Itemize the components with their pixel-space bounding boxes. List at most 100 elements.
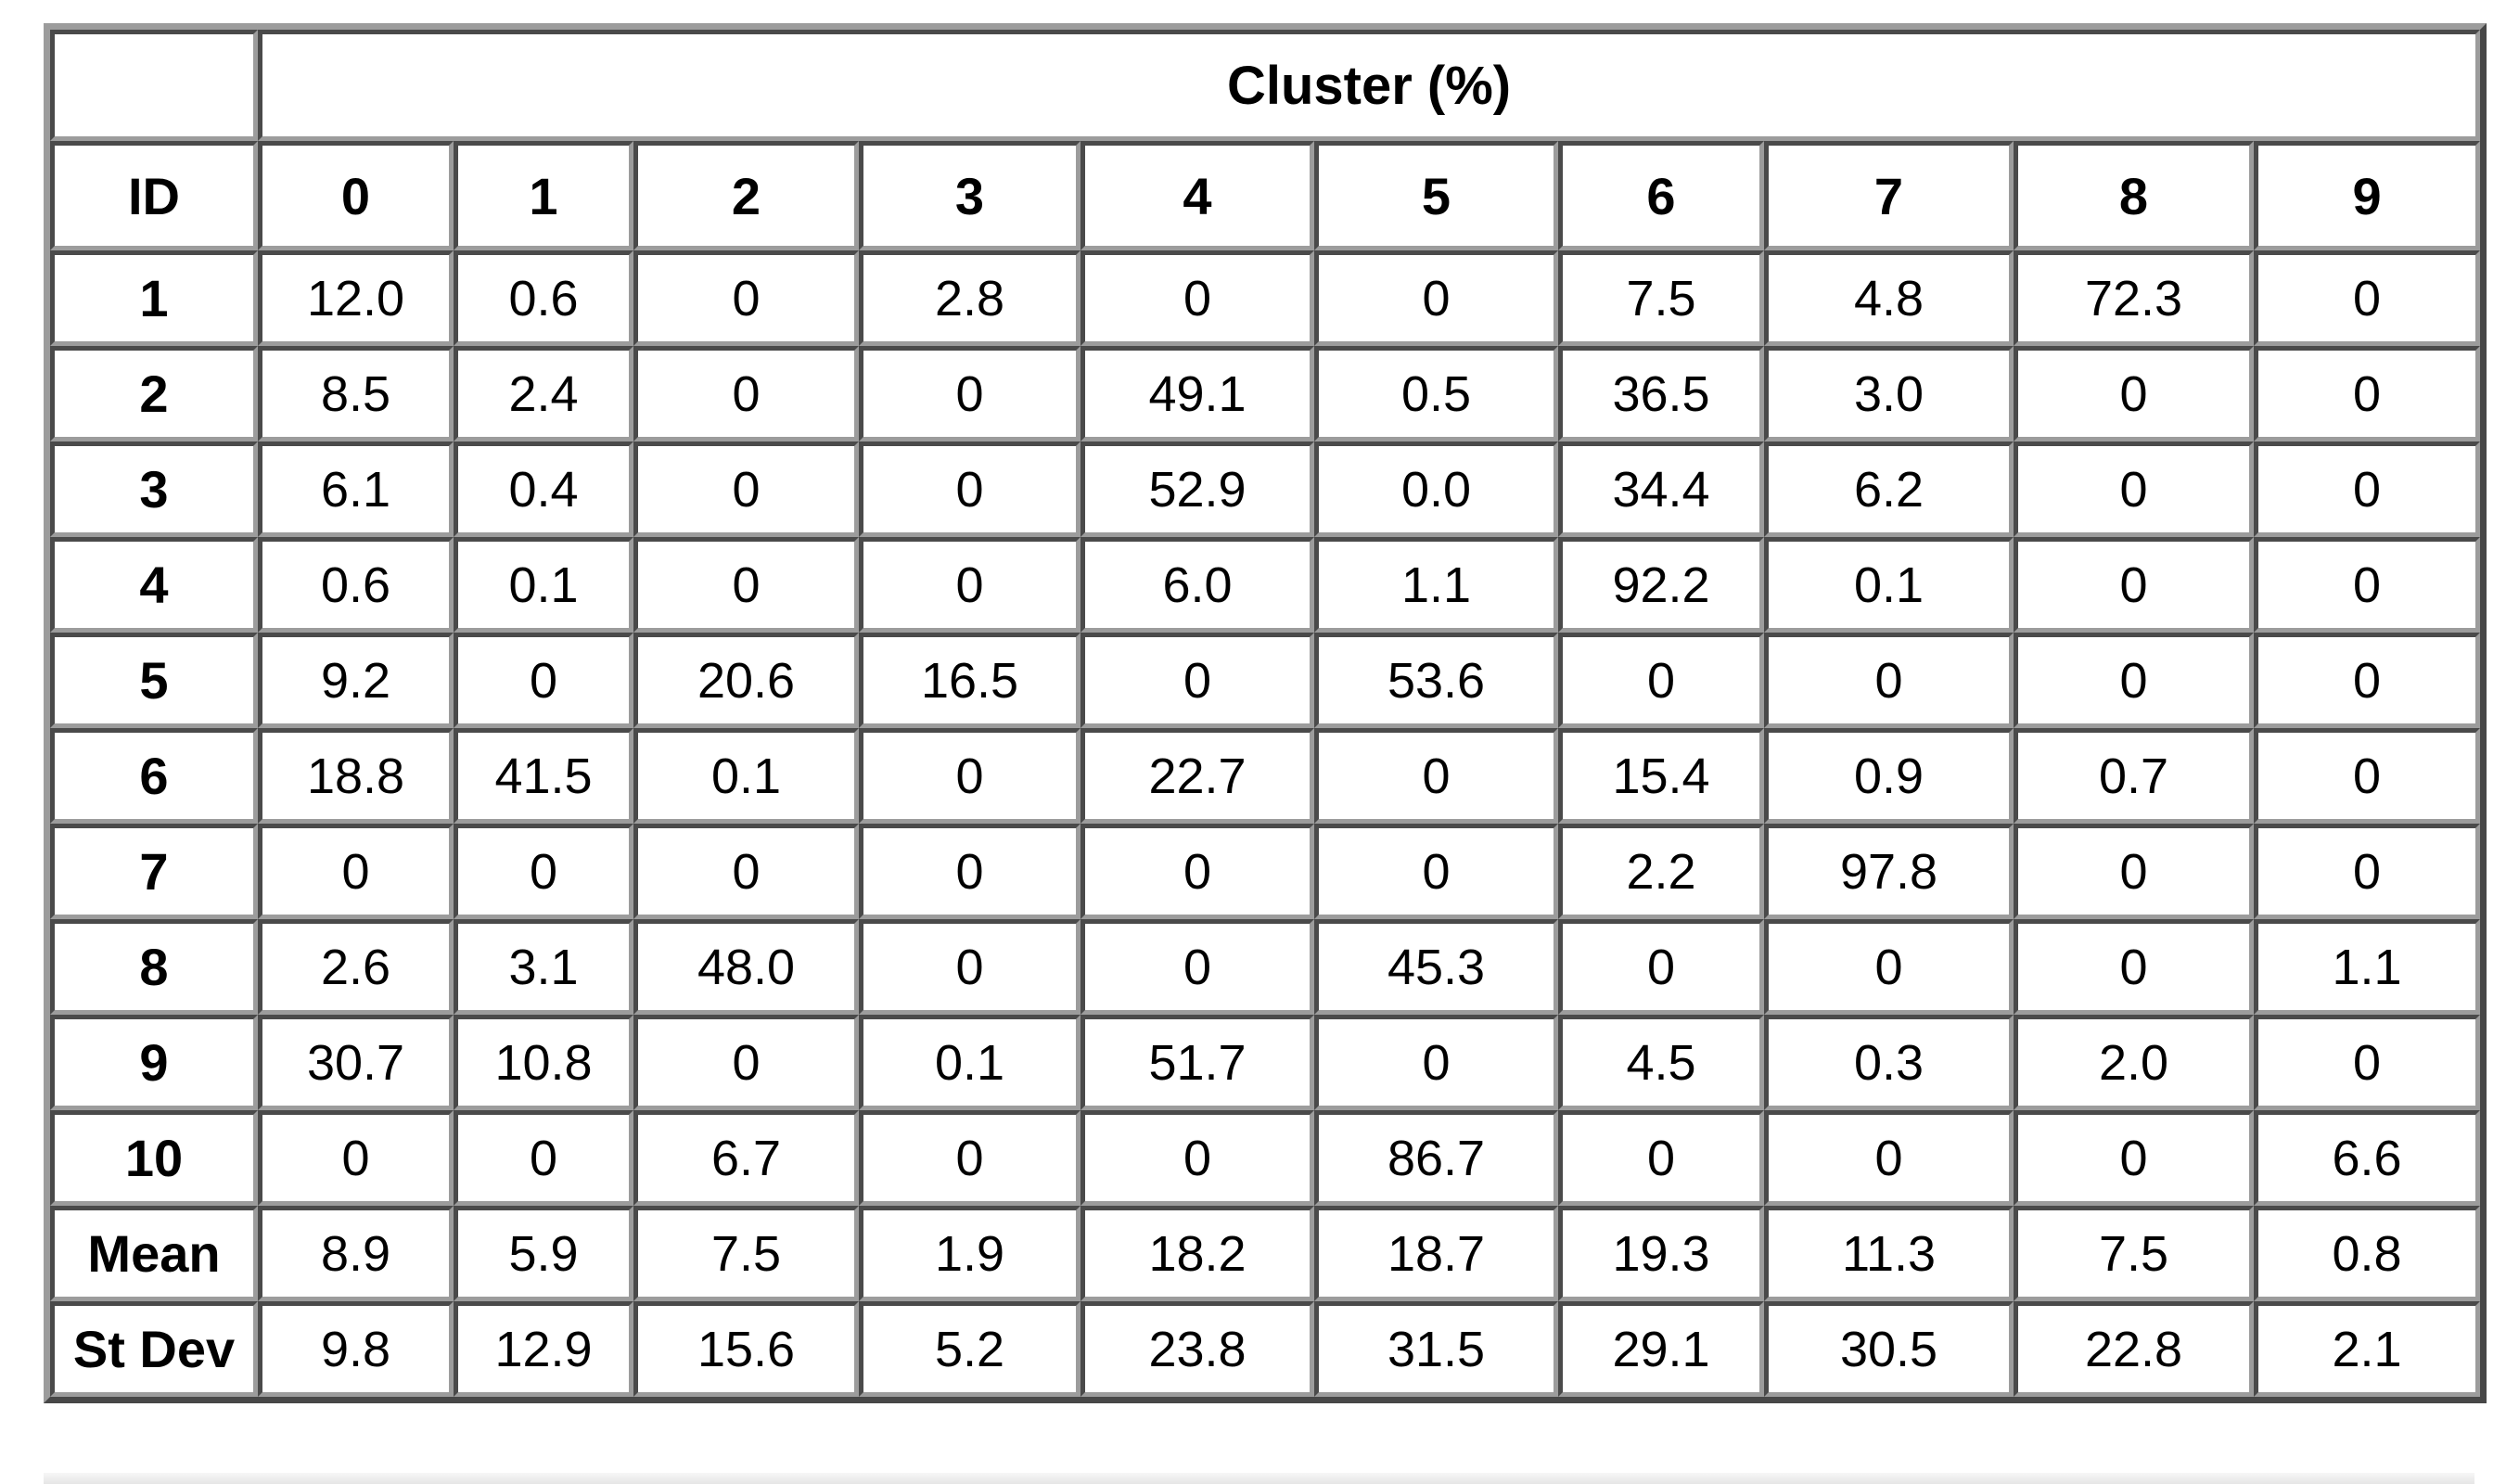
partial-next-element-edge (44, 1473, 2474, 1484)
data-cell: 2.0 (2014, 1015, 2254, 1110)
table-title: Cluster (%) (258, 30, 2481, 141)
cluster-column-header: 4 (1080, 141, 1314, 250)
data-cell: 0.1 (859, 1015, 1080, 1110)
data-cell: 22.8 (2014, 1301, 2254, 1397)
data-cell: 48.0 (633, 919, 859, 1015)
data-cell: 7.5 (2014, 1206, 2254, 1301)
data-cell: 0.1 (454, 537, 633, 633)
data-cell: 0 (2014, 346, 2254, 441)
data-cell: 18.7 (1314, 1206, 1558, 1301)
data-cell: 0 (258, 824, 454, 919)
data-cell: 0.6 (258, 537, 454, 633)
data-cell: 16.5 (859, 633, 1080, 728)
data-cell: 0 (1558, 919, 1764, 1015)
data-cell: 0 (1080, 633, 1314, 728)
data-cell: 20.6 (633, 633, 859, 728)
table-row: 10 0 0 6.7 0 0 86.7 0 0 0 6.6 (50, 1110, 2481, 1206)
data-cell: 0.1 (1764, 537, 2014, 633)
data-cell: 53.6 (1314, 633, 1558, 728)
data-cell: 10.8 (454, 1015, 633, 1110)
data-cell: 0 (454, 824, 633, 919)
data-cell: 1.9 (859, 1206, 1080, 1301)
data-cell: 0 (2254, 633, 2481, 728)
data-cell: 30.7 (258, 1015, 454, 1110)
title-row: Cluster (%) (50, 30, 2481, 141)
data-cell: 6.0 (1080, 537, 1314, 633)
data-cell: 1.1 (1314, 537, 1558, 633)
data-cell: 0.8 (2254, 1206, 2481, 1301)
data-cell: 6.1 (258, 441, 454, 537)
data-cell: 0 (1314, 1015, 1558, 1110)
data-cell: 0.1 (633, 728, 859, 824)
data-cell: 2.1 (2254, 1301, 2481, 1397)
table-row: 8 2.6 3.1 48.0 0 0 45.3 0 0 0 1.1 (50, 919, 2481, 1015)
data-cell: 0 (859, 728, 1080, 824)
data-cell: 0 (859, 537, 1080, 633)
data-cell: 15.6 (633, 1301, 859, 1397)
data-cell: 12.9 (454, 1301, 633, 1397)
data-cell: 30.5 (1764, 1301, 2014, 1397)
data-cell: 6.2 (1764, 441, 2014, 537)
table-row: 4 0.6 0.1 0 0 6.0 1.1 92.2 0.1 0 0 (50, 537, 2481, 633)
data-cell: 0 (2254, 824, 2481, 919)
table-row: 9 30.7 10.8 0 0.1 51.7 0 4.5 0.3 2.0 0 (50, 1015, 2481, 1110)
data-cell: 18.8 (258, 728, 454, 824)
table-row: 1 12.0 0.6 0 2.8 0 0 7.5 4.8 72.3 0 (50, 250, 2481, 346)
data-cell: 52.9 (1080, 441, 1314, 537)
row-id-cell: 6 (50, 728, 258, 824)
data-cell: 7.5 (1558, 250, 1764, 346)
data-cell: 0 (1764, 919, 2014, 1015)
data-cell: 5.2 (859, 1301, 1080, 1397)
id-column-header: ID (50, 141, 258, 250)
data-cell: 92.2 (1558, 537, 1764, 633)
data-cell: 0 (859, 919, 1080, 1015)
data-cell: 0 (633, 537, 859, 633)
table-row: 2 8.5 2.4 0 0 49.1 0.5 36.5 3.0 0 0 (50, 346, 2481, 441)
row-id-cell: 8 (50, 919, 258, 1015)
data-cell: 0 (1314, 250, 1558, 346)
table-row: 5 9.2 0 20.6 16.5 0 53.6 0 0 0 0 (50, 633, 2481, 728)
cluster-column-header: 7 (1764, 141, 2014, 250)
data-cell: 49.1 (1080, 346, 1314, 441)
data-cell: 22.7 (1080, 728, 1314, 824)
cluster-column-header: 1 (454, 141, 633, 250)
cluster-column-header: 2 (633, 141, 859, 250)
table-row: 6 18.8 41.5 0.1 0 22.7 0 15.4 0.9 0.7 0 (50, 728, 2481, 824)
data-cell: 0.5 (1314, 346, 1558, 441)
row-id-cell: 4 (50, 537, 258, 633)
data-cell: 19.3 (1558, 1206, 1764, 1301)
data-cell: 97.8 (1764, 824, 2014, 919)
cluster-column-header: 8 (2014, 141, 2254, 250)
data-cell: 0 (454, 633, 633, 728)
data-cell: 2.6 (258, 919, 454, 1015)
data-cell: 72.3 (2014, 250, 2254, 346)
row-id-cell: Mean (50, 1206, 258, 1301)
row-id-cell: 9 (50, 1015, 258, 1110)
data-cell: 0 (633, 824, 859, 919)
data-cell: 41.5 (454, 728, 633, 824)
cluster-column-header: 5 (1314, 141, 1558, 250)
corner-empty-cell (50, 30, 258, 141)
row-id-cell: 10 (50, 1110, 258, 1206)
data-cell: 0.3 (1764, 1015, 2014, 1110)
data-cell: 0 (859, 346, 1080, 441)
data-cell: 6.6 (2254, 1110, 2481, 1206)
data-cell: 0 (2254, 728, 2481, 824)
data-cell: 9.8 (258, 1301, 454, 1397)
cluster-column-header: 6 (1558, 141, 1764, 250)
row-id-cell: 2 (50, 346, 258, 441)
data-cell: 0 (2014, 824, 2254, 919)
data-cell: 0 (859, 441, 1080, 537)
cluster-column-header: 0 (258, 141, 454, 250)
data-cell: 0 (258, 1110, 454, 1206)
data-cell: 31.5 (1314, 1301, 1558, 1397)
data-cell: 0 (1314, 824, 1558, 919)
data-cell: 8.9 (258, 1206, 454, 1301)
row-id-cell: 1 (50, 250, 258, 346)
data-cell: 0.7 (2014, 728, 2254, 824)
data-cell: 0 (2014, 633, 2254, 728)
data-cell: 0 (633, 250, 859, 346)
data-cell: 3.1 (454, 919, 633, 1015)
